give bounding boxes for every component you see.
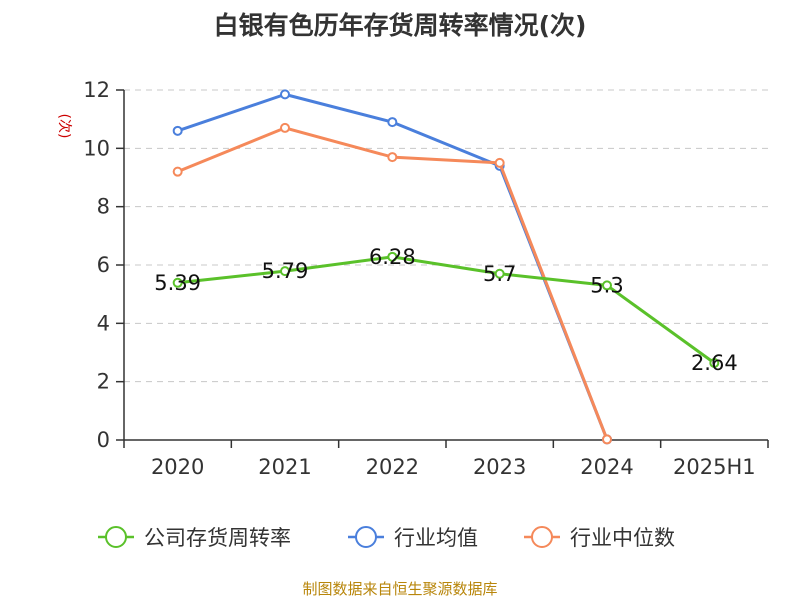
data-point — [280, 89, 290, 100]
y-tick-label: 2 — [97, 370, 110, 394]
grid-lines — [124, 89, 768, 383]
y-tick-label: 6 — [97, 253, 110, 277]
data-point — [172, 166, 183, 177]
series-line — [177, 255, 716, 365]
y-axis-unit-label: (次) — [56, 114, 72, 139]
x-tick-label: 2020 — [151, 455, 204, 479]
data-point — [172, 125, 183, 136]
data-point — [602, 280, 612, 291]
data-point — [172, 277, 183, 288]
data-labels: 5.39 5.79 6.28 5.7 5.3 2.64 — [154, 245, 737, 375]
data-point — [494, 268, 505, 279]
data-point — [602, 434, 612, 445]
data-point — [387, 152, 398, 163]
data-label: 2.64 — [691, 351, 738, 375]
x-tick-label: 2021 — [258, 455, 311, 479]
data-label: 6.28 — [369, 245, 416, 269]
data-point — [709, 358, 720, 368]
data-point — [280, 266, 290, 277]
y-tick-label: 12 — [83, 78, 110, 102]
source-note: 制图数据来自恒生聚源数据库 — [302, 580, 498, 598]
data-point — [494, 157, 505, 168]
data-point — [387, 251, 398, 262]
data-label: 5.3 — [590, 273, 623, 297]
legend-marker — [105, 526, 127, 548]
legend-label: 公司存货周转率 — [144, 526, 291, 550]
series-line — [177, 126, 609, 440]
data-label: 5.39 — [154, 271, 201, 295]
y-tick-label: 0 — [97, 428, 110, 452]
x-tick-label: 2022 — [366, 455, 419, 479]
x-tick-label: 2024 — [580, 455, 633, 479]
legend: 公司存货周转率 行业均值 行业中位数 — [98, 526, 675, 550]
series-lines — [172, 89, 720, 445]
x-tick-label: 2025H1 — [673, 455, 756, 479]
y-tick-label: 10 — [83, 136, 110, 160]
y-tick-label: 8 — [97, 195, 110, 219]
x-tick-label: 2023 — [473, 455, 526, 479]
legend-marker — [355, 526, 377, 548]
legend-marker — [531, 526, 553, 548]
chart-title: 白银有色历年存货周转率情况(次) — [213, 11, 587, 40]
legend-label: 行业中位数 — [570, 526, 675, 550]
data-label: 5.79 — [262, 259, 309, 283]
y-tick-label: 4 — [97, 311, 110, 335]
legend-label: 行业均值 — [394, 526, 478, 550]
data-point — [387, 117, 398, 128]
axes: 0 2 4 6 8 10 12 2020 2021 2022 2023 2024 2025H1 (次) — [56, 78, 769, 479]
data-label: 5.7 — [483, 262, 516, 286]
data-point — [280, 122, 290, 133]
